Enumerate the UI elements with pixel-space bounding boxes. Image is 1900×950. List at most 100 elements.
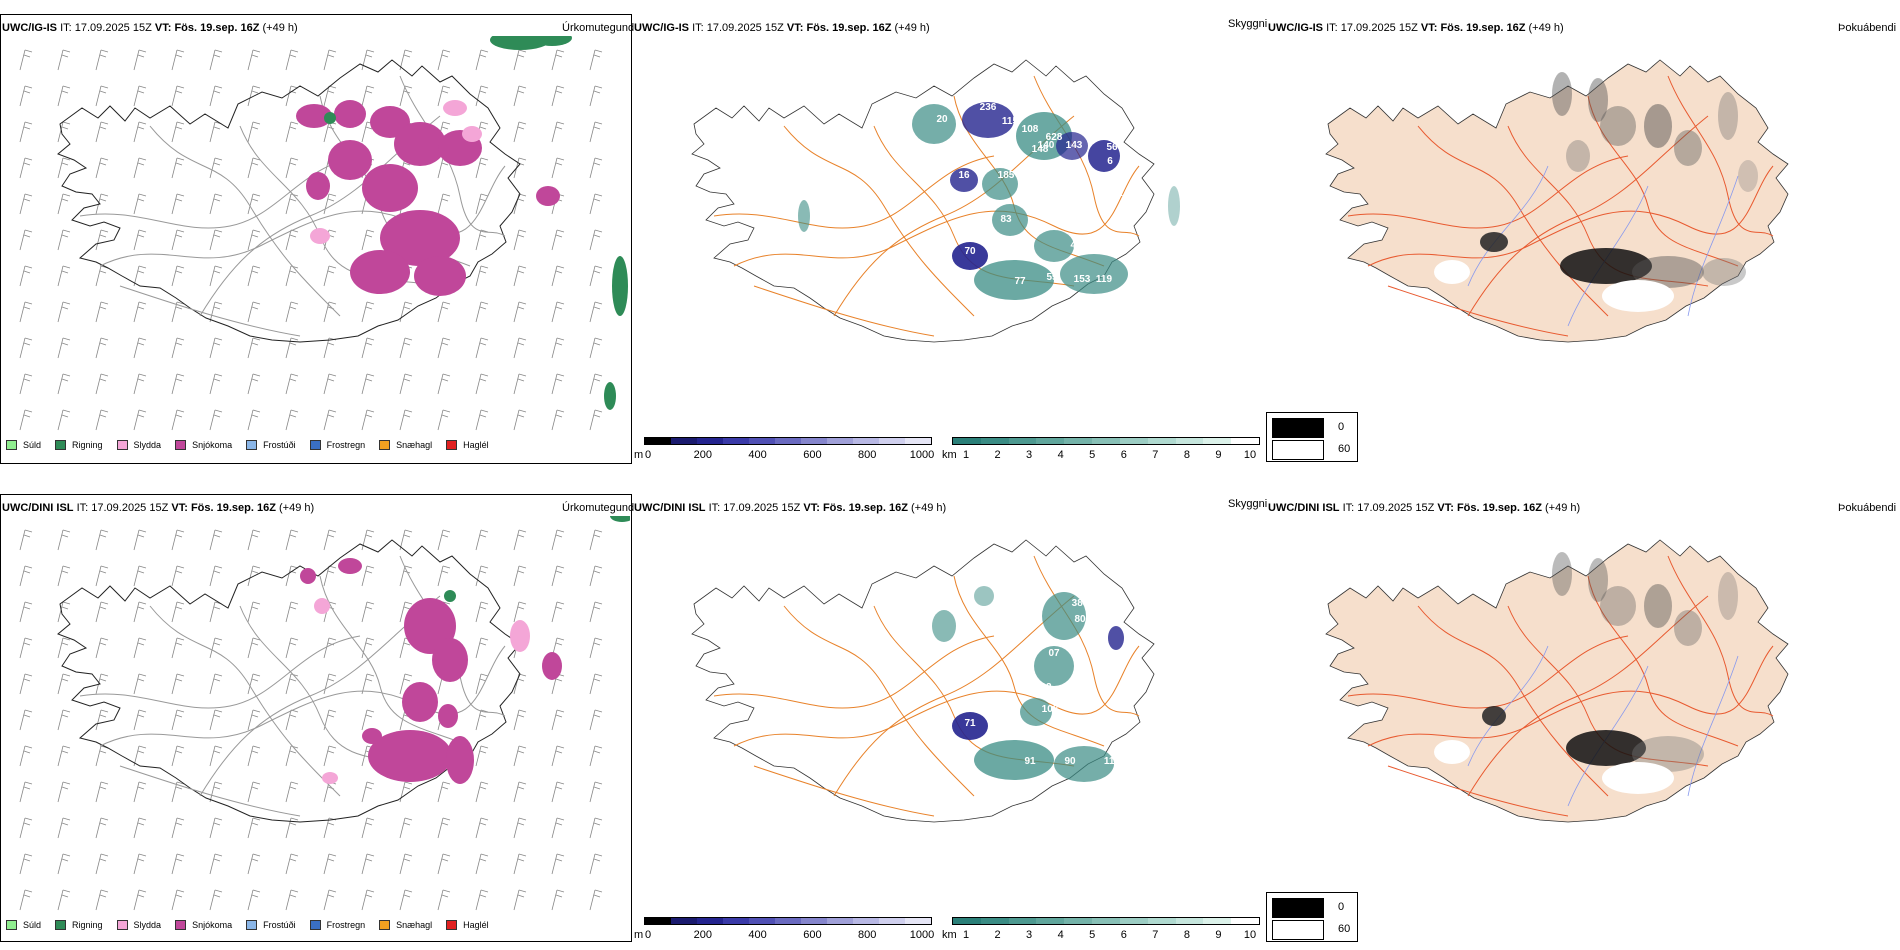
colorbar-cells — [952, 437, 1260, 445]
low-visibility-area — [950, 168, 978, 192]
roads-rivers — [713, 555, 1140, 817]
legend-label: Snæhagl — [396, 440, 433, 450]
colorbar-tick: 1000 — [909, 929, 935, 941]
fog-legend-label-0: 0 — [1338, 421, 1345, 433]
legend-swatch — [55, 440, 67, 450]
panel-header-visibility-top: UWC/IG-IS IT: 17.09.2025 15Z VT: Fös. 19… — [634, 22, 930, 34]
precip-type-panel-bottom — [0, 494, 632, 942]
low-visibility-area — [952, 242, 988, 270]
fog-area — [1482, 706, 1506, 726]
fog-area — [1480, 232, 1508, 252]
low-visibility-area — [1060, 254, 1128, 294]
fog-area — [1560, 248, 1652, 284]
precip-area — [350, 250, 410, 294]
colorbar-tick: 1000 — [909, 449, 935, 461]
legend-label: Frostúði — [263, 920, 296, 930]
legend-label: Snjókoma — [192, 920, 233, 930]
visibility-colorbar-bottom: km 1 2 3 4 5 6 7 8 9 10 — [942, 917, 1264, 943]
precip-area — [322, 772, 338, 784]
roads-rivers — [1347, 75, 1774, 337]
legend-item: Haglél — [446, 440, 489, 450]
cloudbase-label: 385 — [1072, 598, 1089, 609]
roads-rivers — [79, 555, 506, 817]
cloudbase-label: 496 — [1072, 120, 1089, 131]
panel-title-visibility-bottom: Skyggni — [1228, 498, 1268, 510]
fog-legend-bottom: 0 60 — [1266, 892, 1358, 942]
cloudbase-label: 71 — [964, 718, 976, 729]
iceland-fog-index-map-bottom — [1325, 539, 1789, 823]
colorbar-tick: 2 — [994, 449, 1001, 461]
panel-title-fog-bottom: Þokuábendi — [1838, 502, 1897, 514]
precip-area — [324, 112, 336, 124]
legend-label: Frostúði — [263, 440, 296, 450]
legend-label: Snjókoma — [192, 440, 233, 450]
cloudbase-label: 59 — [1046, 272, 1058, 283]
legend-item: Slydda — [116, 920, 161, 930]
legend-item: Slydda — [116, 440, 161, 450]
roads-rivers — [79, 75, 506, 337]
cloudbase-label: 143 — [1066, 140, 1083, 151]
cloudbase-label: 77 — [1014, 276, 1026, 287]
legend-label: Rigning — [72, 440, 103, 450]
precip-area — [536, 186, 560, 206]
legend-swatch — [246, 440, 258, 450]
low-visibility-area — [1056, 132, 1088, 160]
panel-title-visibility-top: Skyggni — [1228, 18, 1268, 30]
panel-header-precip-top: UWC/IG-IS IT: 17.09.2025 15Z VT: Fös. 19… — [2, 22, 298, 34]
panel-title-precip-bottom: Úrkomutegund — [562, 502, 635, 514]
low-visibility-area — [962, 102, 1014, 138]
roads-rivers — [1347, 555, 1774, 817]
fog-legend-label-60: 60 — [1338, 443, 1351, 455]
colorbar-tick: 800 — [858, 929, 877, 941]
fog-area — [1566, 730, 1646, 766]
legend-label: Snæhagl — [396, 920, 433, 930]
cloudbase-label: 70 — [964, 246, 976, 257]
legend-swatch — [175, 920, 187, 930]
colorbar-tick: 10 — [1243, 449, 1257, 461]
fog-area — [1588, 78, 1608, 122]
precip-area — [362, 728, 382, 744]
colorbar-tick: 3 — [1026, 929, 1033, 941]
low-visibility-area — [974, 740, 1054, 780]
legend-item: Frostúði — [246, 440, 296, 450]
low-visibility-area — [798, 200, 810, 232]
fog-legend-label-60: 60 — [1338, 923, 1351, 935]
precip-area — [300, 568, 316, 584]
colorbar-tick: 0 — [644, 449, 652, 461]
precip-area — [334, 100, 366, 128]
precip-area — [462, 126, 482, 142]
precip-area — [542, 652, 562, 680]
low-visibility-area — [1042, 592, 1086, 640]
precip-type-legend-top: Súld Rigning Slydda Snjókoma Frostúði Frostre… — [6, 440, 503, 450]
fog-area — [1566, 140, 1590, 172]
low-visibility-area — [1034, 230, 1074, 262]
cloudbase-label: 115 — [1104, 756, 1121, 767]
fog-area — [1738, 160, 1758, 192]
iceland-precip-type-map-bottom — [19, 516, 630, 911]
precip-area — [432, 638, 468, 682]
legend-swatch — [379, 920, 391, 930]
cloudbase-label: 236 — [980, 102, 997, 113]
colorbar-tick: 9 — [1215, 449, 1222, 461]
fog-area — [1674, 130, 1702, 166]
panel-header-precip-bottom: UWC/DINI ISL IT: 17.09.2025 15Z VT: Fös.… — [2, 502, 315, 514]
colorbar-tick: 1 — [962, 929, 970, 941]
low-visibility-area — [1034, 646, 1074, 686]
legend-item: Snjókoma — [175, 920, 232, 930]
panel-title-precip-top: Úrkomutegund — [562, 22, 635, 34]
precip-type-legend-bottom: Súld Rigning Slydda Snjókoma Frostúði Frostre… — [6, 920, 503, 930]
legend-label: Súld — [23, 440, 42, 450]
cloudbase-label: 148 — [1032, 144, 1049, 155]
fog-area — [1600, 586, 1636, 626]
legend-item: Snæhagl — [379, 440, 432, 450]
panel-title-fog-top: Þokuábendi — [1838, 22, 1897, 34]
fog-area — [1552, 552, 1572, 596]
fog-legend-swatch-60 — [1272, 920, 1324, 940]
fog-area — [1718, 92, 1738, 140]
cloudbase-label: 18 — [928, 156, 940, 167]
precip-area — [446, 736, 474, 784]
panel-header-visibility-bottom: UWC/DINI ISL IT: 17.09.2025 15Z VT: Fös.… — [634, 502, 947, 514]
colorbar-tick: 9 — [1215, 929, 1222, 941]
legend-item: Haglél — [446, 920, 489, 930]
